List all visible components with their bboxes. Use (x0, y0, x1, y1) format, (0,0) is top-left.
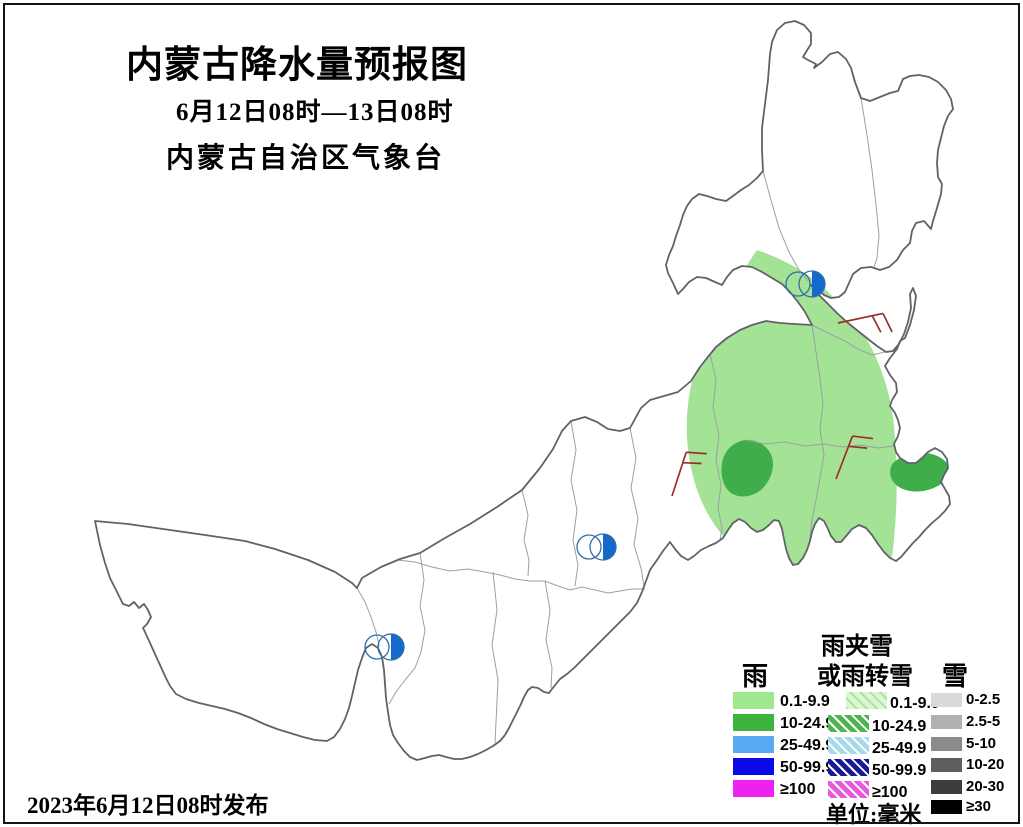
agency-name: 内蒙古自治区气象台 (166, 143, 446, 174)
legend-swatch (828, 715, 869, 732)
legend-swatch (931, 693, 962, 707)
legend-label: 10-24.9 (780, 715, 835, 732)
legend-swatch (733, 714, 774, 731)
rain-area-heavy-west (721, 439, 773, 497)
legend-label: 50-99.9 (872, 762, 927, 779)
legend-label: 0.1-9.9 (780, 693, 830, 710)
publish-time: 2023年6月12日08时发布 (27, 793, 269, 818)
legend-label: ≥100 (872, 784, 908, 801)
legend-swatch (828, 781, 869, 798)
legend-swatch (733, 736, 774, 753)
legend-swatch (931, 800, 962, 814)
rain-area-light (686, 250, 897, 572)
legend-label: 0-2.5 (966, 691, 1001, 708)
legend-label: 10-24.9 (872, 718, 927, 735)
legend-header-sleet-line1: 雨夹雪 (821, 634, 893, 660)
legend-label: 5-10 (966, 735, 997, 752)
legend-swatch (733, 780, 774, 797)
legend-swatch (931, 780, 962, 794)
legend-label: ≥100 (780, 781, 816, 798)
legend-label: 0.1-9.9 (890, 695, 940, 712)
legend-swatch (931, 758, 962, 772)
legend-header-sleet-line2: 或雨转雪 (817, 664, 913, 690)
legend-swatch (931, 737, 962, 751)
province-border-stroke (94, 20, 954, 761)
legend-label: 20-30 (966, 778, 1005, 795)
legend-swatch (828, 737, 869, 754)
legend-label: ≥30 (966, 798, 991, 815)
province-outline (95, 21, 953, 760)
legend-label: 10-20 (966, 756, 1005, 773)
legend-label: 50-99.9 (780, 759, 835, 776)
legend-swatch (828, 759, 869, 776)
legend-swatch (931, 715, 962, 729)
legend-label: 2.5-5 (966, 713, 1001, 730)
page-title: 内蒙古降水量预报图 (126, 45, 468, 86)
legend-swatch (733, 758, 774, 775)
legend-label: 25-49.9 (780, 737, 835, 754)
legend-swatch (846, 692, 887, 709)
forecast-period: 6月12日08时—13日08时 (176, 99, 454, 126)
legend-header-rain: 雨 (742, 662, 769, 691)
legend-header-snow: 雪 (942, 662, 969, 691)
legend-swatch (733, 692, 774, 709)
rain-area-heavy-east (890, 452, 949, 492)
legend-label: 25-49.9 (872, 740, 927, 757)
